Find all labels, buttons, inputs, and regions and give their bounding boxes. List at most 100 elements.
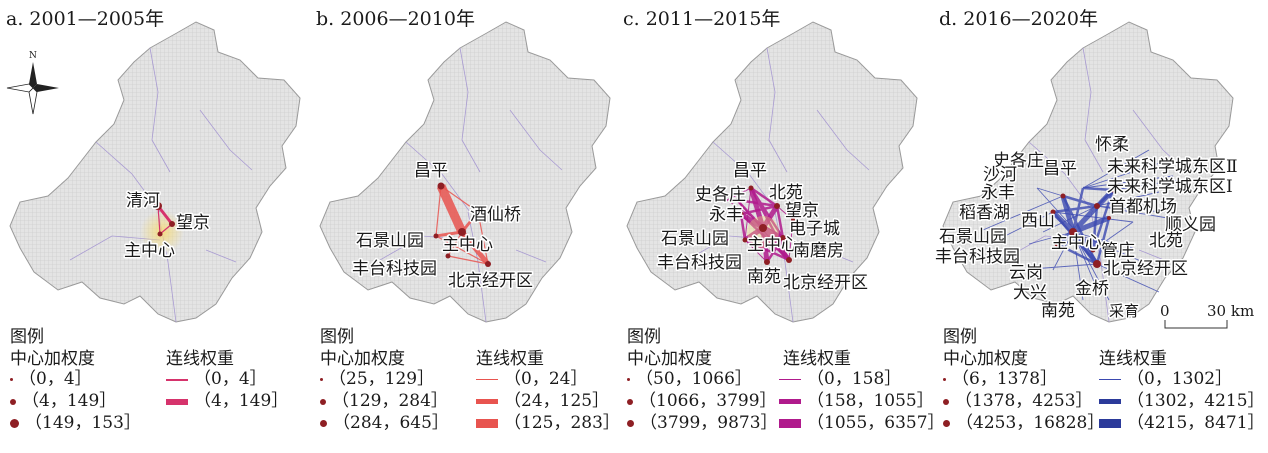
panel-title: a. 2001—2005年 [6,8,165,30]
node-label: 望京 [176,213,210,233]
node [1107,216,1111,220]
panel-b: 昌平 酒仙桥 石景山园 主中心 丰台科技园 北京经开区 b. 2006—2010… [310,0,627,453]
node-label: 昌平 [1043,159,1077,179]
edge [435,235,489,265]
legend-node-class: （0，4］ [19,369,92,389]
map-b: 昌平 酒仙桥 石景山园 主中心 丰台科技园 北京经开区 [319,21,611,323]
node [759,224,767,232]
legend: 图例 中心加权度 连线权重 （25，129］ （129，284］ （284，64… [316,322,626,450]
node-label: 未来科学城东区Ⅱ [1107,157,1238,177]
node-label: 丰台科技园 [657,253,742,273]
legend: 图例 中心加权度 连线权重 （0，4］ （4，149］ （149，153］ （0… [6,322,316,450]
node-label: 云岗 [1009,263,1043,283]
node [786,257,792,263]
edge [447,255,489,265]
node-label: 怀柔 [1095,135,1129,155]
legend-edge-bar [476,399,498,404]
north-label: N [29,51,37,61]
node-label: 主中心 [442,235,493,255]
legend-node-class: （1378，4253］ [955,391,1093,411]
panel-title: c. 2011—2015年 [623,8,781,30]
legend-node-dot [943,420,950,427]
legend-node-dot [627,378,630,381]
node [1054,241,1060,247]
panel-a: N 清河 望京 主中心 a. 2001—2005年 图例 中心加权度 连线权重 … [0,0,317,453]
node-label: 北京经开区 [448,271,533,291]
legend-nodes-header: 中心加权度 [943,349,1028,369]
node [169,221,175,227]
node-label: 石景山园 [356,231,424,251]
legend-edge-class: （0，24］ [504,369,588,389]
node-label: 电子城 [789,219,840,239]
node-label: 北苑 [769,183,803,203]
legend-title: 图例 [943,327,977,347]
legend-edge-class: （24，125］ [504,391,610,411]
node-label: 北苑 [1149,231,1183,251]
map-c: 昌平 史各庄 北苑 永丰 望京 电子城 石景山园 主中心 南磨房 丰台科技园 南… [626,21,918,323]
legend-node-class: （1066，3799］ [639,391,777,411]
node [738,211,744,217]
legend-node-class: （25，129］ [329,369,435,389]
network-edges [726,186,794,263]
node-label: 顺义园 [1165,215,1216,235]
node-label: 南苑 [1041,301,1075,321]
panel-title: b. 2006—2010年 [316,8,475,30]
legend-node-class: （149，153］ [25,413,141,433]
node [437,182,445,190]
legend-edge-bar [779,399,801,404]
legend-edge-class: （158，1055］ [807,391,934,411]
node [475,209,481,215]
node [433,233,439,239]
node [742,237,748,243]
edge [460,230,490,266]
node [1050,209,1056,215]
network-edges [982,149,1180,301]
node-label: 主中心 [1051,233,1102,253]
legend-edge-class: （125，283］ [504,413,620,433]
legend-node-dot [10,398,16,405]
node [1110,187,1116,193]
legend-node-dot [320,420,327,427]
legend-edge-bar [166,398,188,405]
node [780,235,786,241]
legend-nodes-header: 中心加权度 [10,349,95,369]
legend-title: 图例 [627,327,661,347]
edge [460,211,480,233]
legend-edge-bar [1099,379,1121,380]
edge [440,185,479,213]
legend-nodes-header: 中心加权度 [627,349,712,369]
node [157,231,163,237]
edge [477,211,489,265]
node-label: 南磨房 [793,241,844,261]
scale-bar [1164,320,1228,329]
scale-end-label: 30 km [1207,302,1254,320]
legend-edges-header: 连线权重 [783,349,851,369]
node-label: 史各庄 [695,185,746,205]
node-label: 沙河 [983,165,1017,185]
legend-edge-bar [1099,419,1121,428]
legend-edge-bar [476,379,498,380]
node-label: 南苑 [747,267,781,287]
north-arrow-icon [6,62,59,115]
node-label: 主中心 [747,235,798,255]
node-label: 管庄 [1101,241,1135,261]
legend-node-dot [943,398,949,405]
legend-node-dot [10,378,13,381]
legend-node-class: （4，149］ [22,391,117,411]
node-label: 大兴 [1013,283,1047,303]
node [1094,203,1100,209]
node [1060,193,1066,199]
node-label: 西山 [1021,211,1055,231]
legend-node-dot [320,398,326,405]
legend-node-dot [943,378,946,381]
node-label: 石景山园 [661,229,729,249]
legend-node-class: （50，1066］ [636,369,752,389]
map-d: 怀柔 史各庄 昌平 未来科学城东区Ⅱ 沙河 未来科学城东区Ⅰ 永丰 首都机场 稻… [934,21,1254,329]
node [154,202,162,210]
legend-edge-bar [779,419,801,428]
edge [435,230,463,238]
node-label: 丰台科技园 [935,247,1020,267]
node-label: 采育 [1109,302,1139,320]
map-a: N 清河 望京 主中心 [6,21,301,323]
legend-node-dot [627,398,633,405]
